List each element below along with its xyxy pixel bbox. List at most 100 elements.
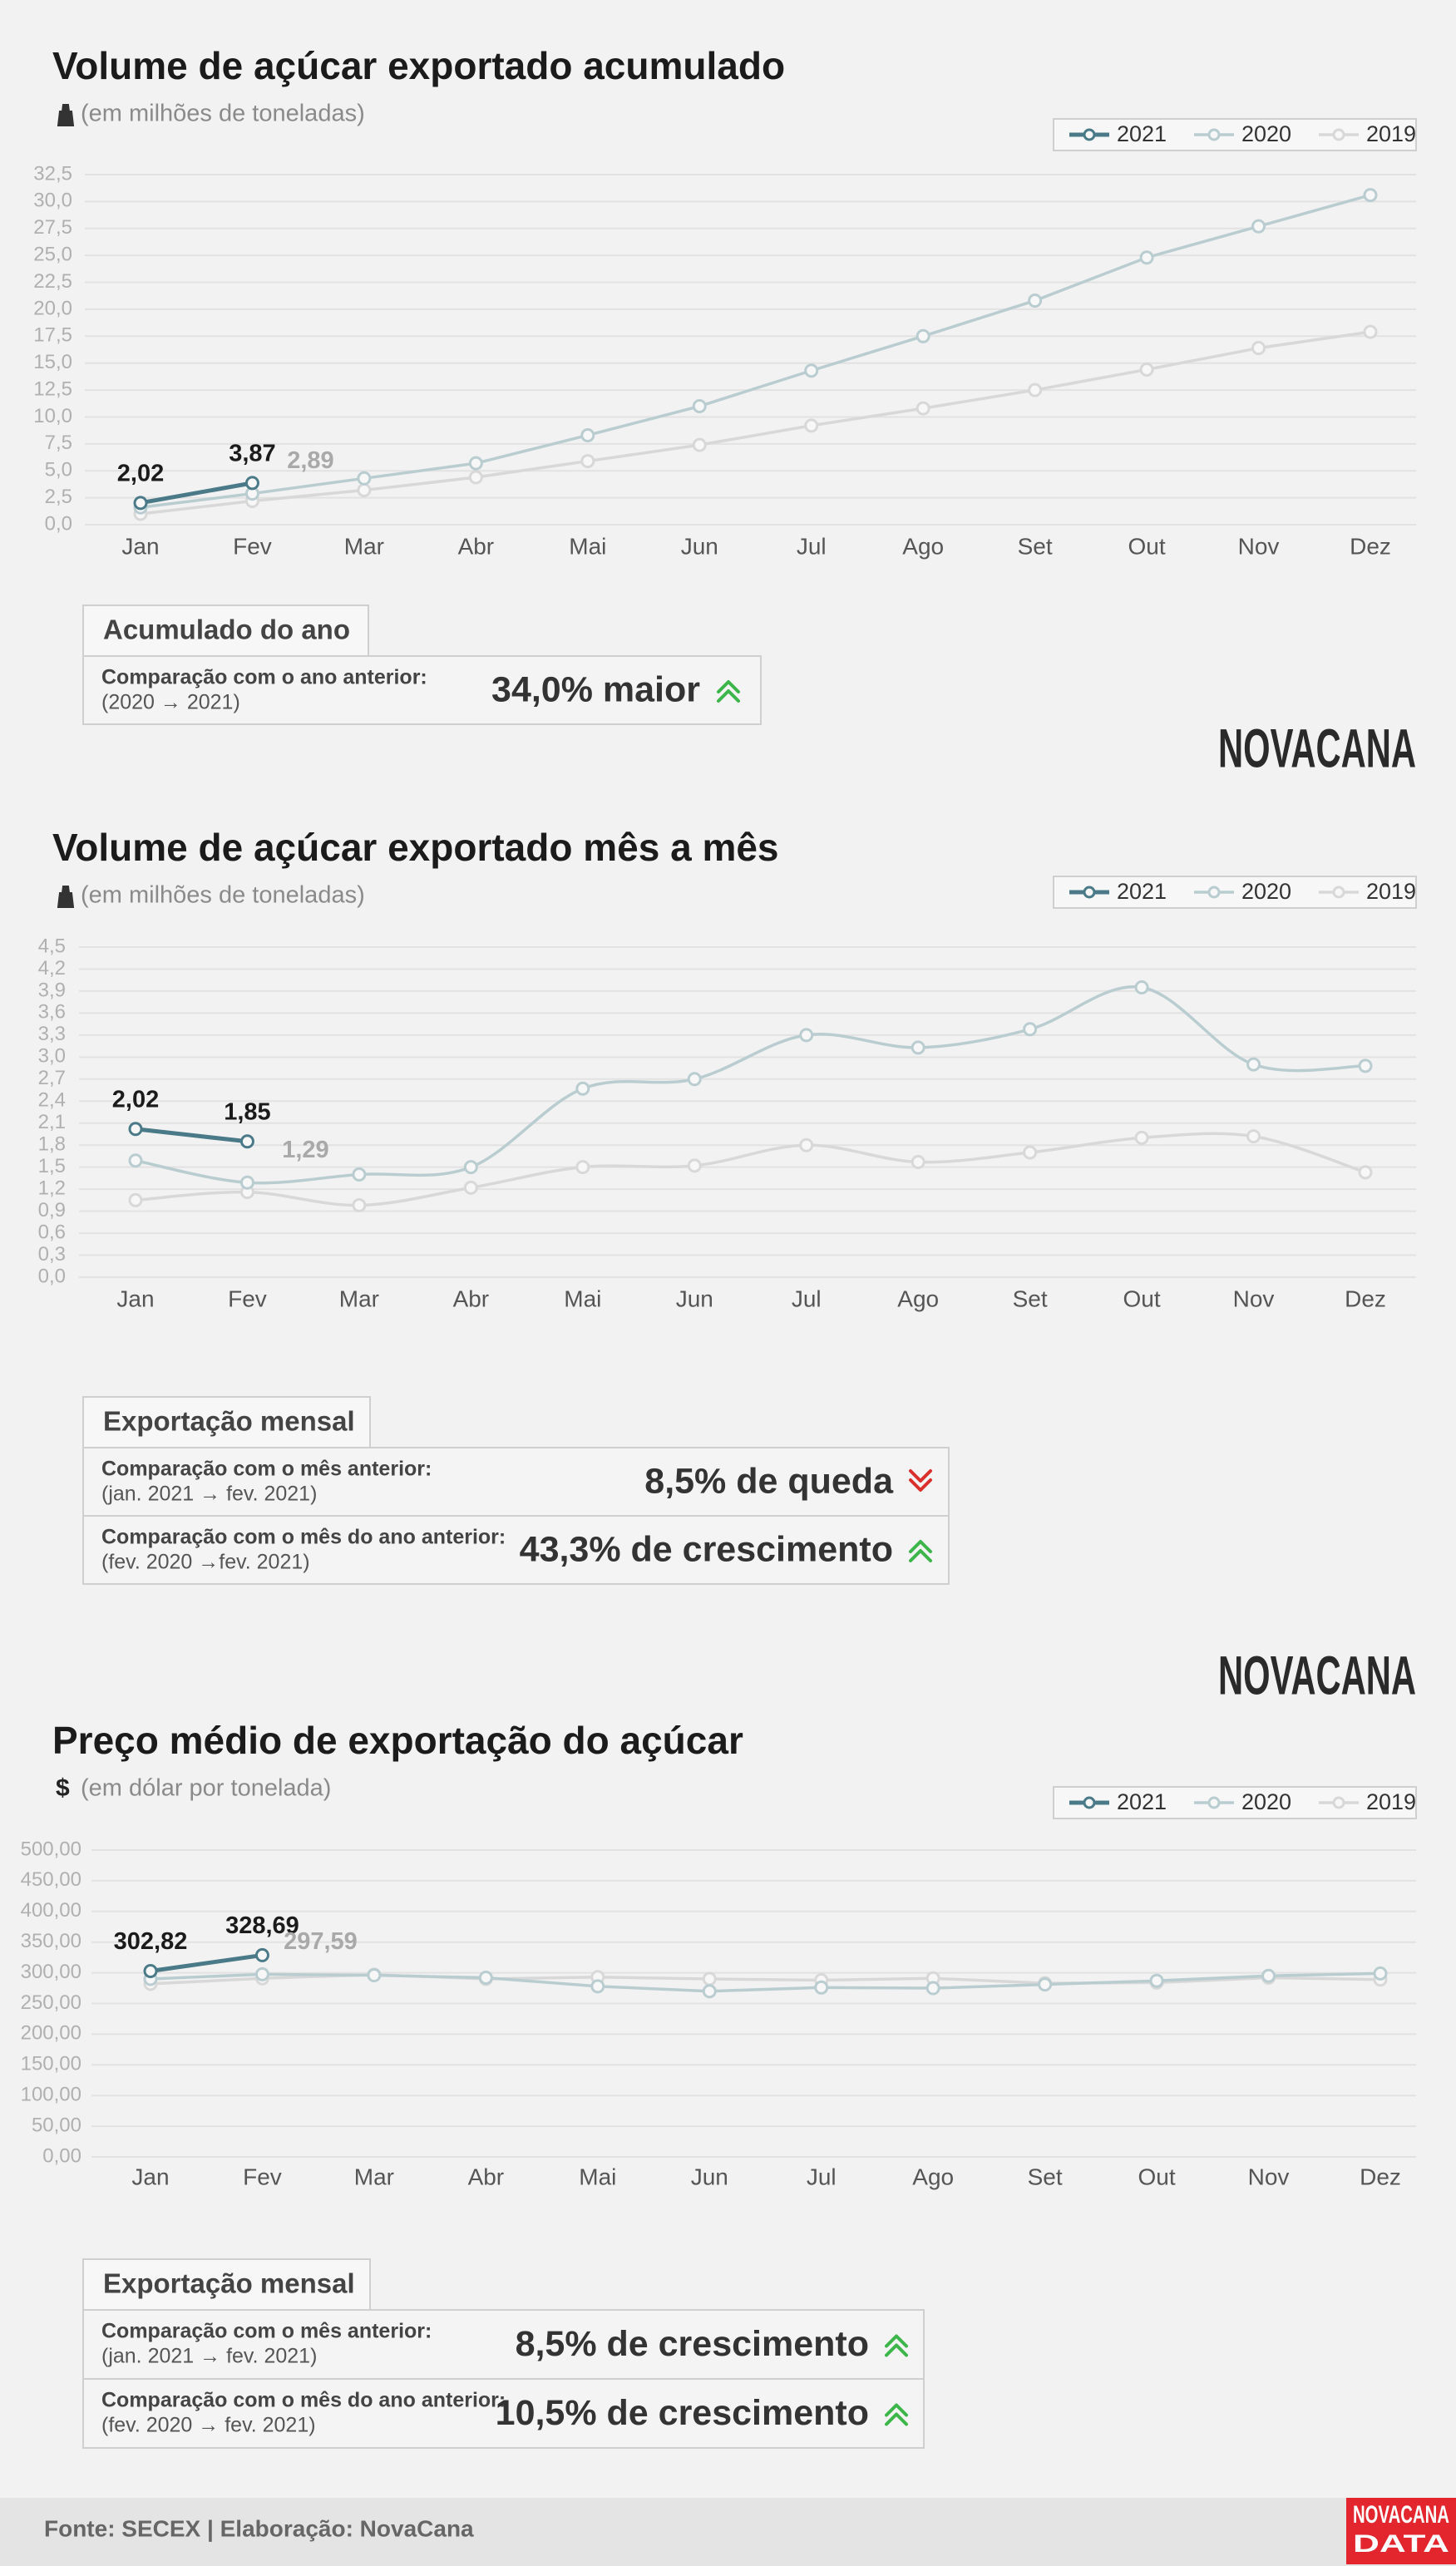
data-point (911, 1154, 925, 1169)
y-tick-label: 27,5 (33, 216, 72, 239)
data-point (804, 418, 819, 433)
row-label: Comparação com o mês anterior: (101, 1458, 432, 1481)
data-point (1028, 294, 1043, 308)
legend-swatch-point (1207, 128, 1221, 141)
data-point (463, 1180, 478, 1195)
y-tick-label: 30,0 (33, 190, 72, 212)
data-point (239, 1134, 254, 1149)
footer-band (0, 2498, 1456, 2566)
row-result: 34,0% maior (491, 669, 700, 709)
legend-label: 2019 (1366, 121, 1416, 146)
x-tick-label: Jan (131, 2164, 169, 2189)
y-tick-label: 5,0 (45, 459, 72, 481)
x-tick-label: Set (1013, 1285, 1048, 1311)
data-point (1373, 1966, 1388, 1981)
legend-label: 2020 (1241, 1789, 1291, 1814)
footer-badge-text: DATA (1353, 2530, 1449, 2558)
legend-swatch-point (1083, 1796, 1096, 1809)
y-tick-label: 450,00 (21, 1868, 81, 1891)
data-point (367, 1968, 382, 1983)
panel-row (82, 655, 762, 725)
panel-tab (82, 1396, 371, 1448)
data-point (687, 1072, 702, 1087)
row-label: Comparação com o mês do ano anterior: (101, 1526, 506, 1549)
data-point (254, 1947, 269, 1962)
data-label: 302,82 (114, 1928, 188, 1955)
chart-subtitle: (em milhões de toneladas) (81, 101, 365, 127)
data-point (916, 328, 930, 343)
y-tick-label: 350,00 (21, 1930, 81, 1952)
y-tick-label: 12,5 (33, 377, 72, 400)
y-tick-label: 3,9 (38, 979, 66, 1001)
footer-badge-text: NOVACANA (1353, 2501, 1449, 2529)
y-tick-label: 200,00 (21, 2022, 81, 2045)
chart-title: Volume de açúcar exportado acumulado (52, 44, 785, 87)
data-point (1023, 1145, 1038, 1160)
data-point (1363, 188, 1378, 203)
y-tick-label: 2,1 (38, 1111, 66, 1133)
series-line (135, 1127, 248, 1144)
x-tick-label: Mar (344, 533, 384, 559)
row-result: 8,5% de queda (644, 1461, 894, 1501)
series-line (140, 330, 1371, 516)
data-point (1139, 250, 1154, 265)
row-result: 43,3% de crescimento (520, 1529, 893, 1569)
data-point (357, 471, 372, 486)
data-label: 3,87 (229, 441, 275, 467)
chart-subtitle: (em dólar por tonelada) (81, 1775, 331, 1802)
x-tick-label: Fev (243, 2164, 282, 2189)
data-point (1149, 1973, 1164, 1988)
trend-icon (909, 1540, 932, 1562)
x-tick-label: Set (1028, 2164, 1063, 2189)
data-point (128, 1122, 143, 1137)
x-tick-label: Abr (453, 1285, 490, 1311)
subtitle-icon: $ (56, 1774, 70, 1802)
x-tick-label: Abr (468, 2164, 505, 2189)
data-point (1134, 980, 1149, 995)
x-tick-label: Out (1123, 1285, 1161, 1311)
row-sublabel: (fev. 2020 →fev. 2021) (101, 1551, 310, 1574)
footer-source: Fonte: SECEX | Elaboração: NovaCana (44, 2515, 474, 2541)
data-point (575, 1081, 590, 1096)
legend-label: 2021 (1117, 879, 1167, 904)
legend-label: 2020 (1241, 121, 1291, 146)
data-label: 1,85 (224, 1098, 270, 1125)
data-point (128, 1192, 143, 1207)
row-result: 8,5% de crescimento (516, 2324, 869, 2364)
y-tick-label: 0,00 (42, 2144, 81, 2167)
row-sublabel: (fev. 2020 → fev. 2021) (101, 2414, 316, 2437)
x-tick-label: Nov (1238, 533, 1280, 559)
y-tick-label: 0,9 (38, 1199, 66, 1221)
x-tick-label: Ago (897, 1285, 939, 1311)
data-point (799, 1137, 814, 1152)
y-tick-label: 50,00 (32, 2114, 81, 2136)
y-tick-label: 17,5 (33, 324, 72, 347)
x-tick-label: Jul (797, 533, 827, 559)
trend-icon (717, 680, 740, 703)
data-point (1246, 1129, 1261, 1144)
legend-swatch-point (1083, 128, 1096, 141)
data-label: 2,89 (287, 447, 333, 474)
y-tick-label: 32,5 (33, 162, 72, 185)
data-label: 328,69 (225, 1912, 299, 1939)
data-point (580, 454, 595, 469)
data-point (1038, 1977, 1053, 1992)
series-line (140, 193, 1371, 510)
y-tick-label: 25,0 (33, 243, 72, 265)
row-sublabel: (jan. 2021 → fev. 2021) (101, 2345, 317, 2368)
x-tick-label: Out (1128, 533, 1166, 559)
series-line (150, 1971, 1381, 1993)
data-point (357, 483, 372, 498)
legend-swatch-point (1083, 886, 1096, 899)
row-label: Comparação com o mês do ano anterior: (101, 2389, 506, 2412)
legend-label: 2019 (1366, 1789, 1416, 1814)
y-tick-label: 400,00 (21, 1899, 81, 1922)
data-point (1261, 1968, 1276, 1983)
data-point (692, 437, 707, 452)
data-point (1358, 1165, 1373, 1180)
trend-icon (885, 2403, 908, 2426)
x-tick-label: Jul (792, 1285, 822, 1311)
panel-title: Exportação mensal (103, 2268, 355, 2299)
y-tick-label: 0,0 (45, 512, 72, 535)
